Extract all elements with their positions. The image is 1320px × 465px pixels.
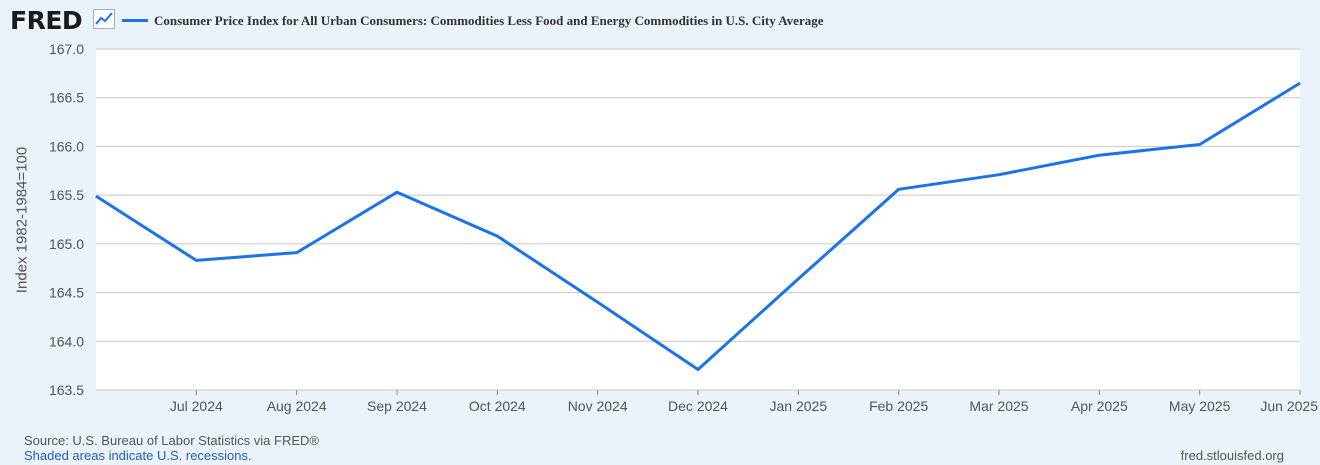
x-tick-label: Jul 2024 xyxy=(170,398,223,414)
recession-note[interactable]: Shaded areas indicate U.S. recessions. xyxy=(24,448,252,463)
y-tick-labels: 163.5 164.0 164.5 165.0 165.5 166.0 166.5 167.0 xyxy=(49,41,84,398)
y-tick-label: 166.5 xyxy=(49,90,84,106)
x-tick-label: Jun 2025 xyxy=(1260,398,1318,414)
x-tick-label: Dec 2024 xyxy=(668,398,728,414)
line-chart-icon xyxy=(93,9,115,29)
x-tick-label: Sep 2024 xyxy=(367,398,427,414)
series-line xyxy=(95,81,1301,371)
x-tick-label: Aug 2024 xyxy=(267,398,327,414)
x-tick-label: Oct 2024 xyxy=(469,398,526,414)
x-tick-label: Feb 2025 xyxy=(869,398,928,414)
y-tick-label: 166.0 xyxy=(49,138,84,154)
site-url[interactable]: fred.stlouisfed.org xyxy=(1180,448,1284,463)
y-tick-label: 167.0 xyxy=(49,41,84,57)
x-tick-label: Jan 2025 xyxy=(770,398,828,414)
source-note: Source: U.S. Bureau of Labor Statistics … xyxy=(24,433,319,448)
fred-logo[interactable]: FRED xyxy=(10,6,83,35)
x-tick-labels: Jul 2024 Aug 2024 Sep 2024 Oct 2024 Nov 2024… xyxy=(170,390,1318,414)
y-tick-label: 164.5 xyxy=(49,285,84,301)
y-tick-label: 163.5 xyxy=(49,382,84,398)
x-tick-label: Mar 2025 xyxy=(969,398,1028,414)
plot-area xyxy=(96,49,1300,390)
legend-series-swatch xyxy=(122,19,148,22)
x-tick-label: Apr 2025 xyxy=(1071,398,1128,414)
chart-title: Consumer Price Index for All Urban Consu… xyxy=(154,13,824,28)
y-tick-label: 165.5 xyxy=(49,187,84,203)
y-tick-label: 165.0 xyxy=(49,236,84,252)
y-tick-label: 164.0 xyxy=(49,333,84,349)
x-tick-label: Nov 2024 xyxy=(568,398,628,414)
x-tick-label: May 2025 xyxy=(1169,398,1231,414)
